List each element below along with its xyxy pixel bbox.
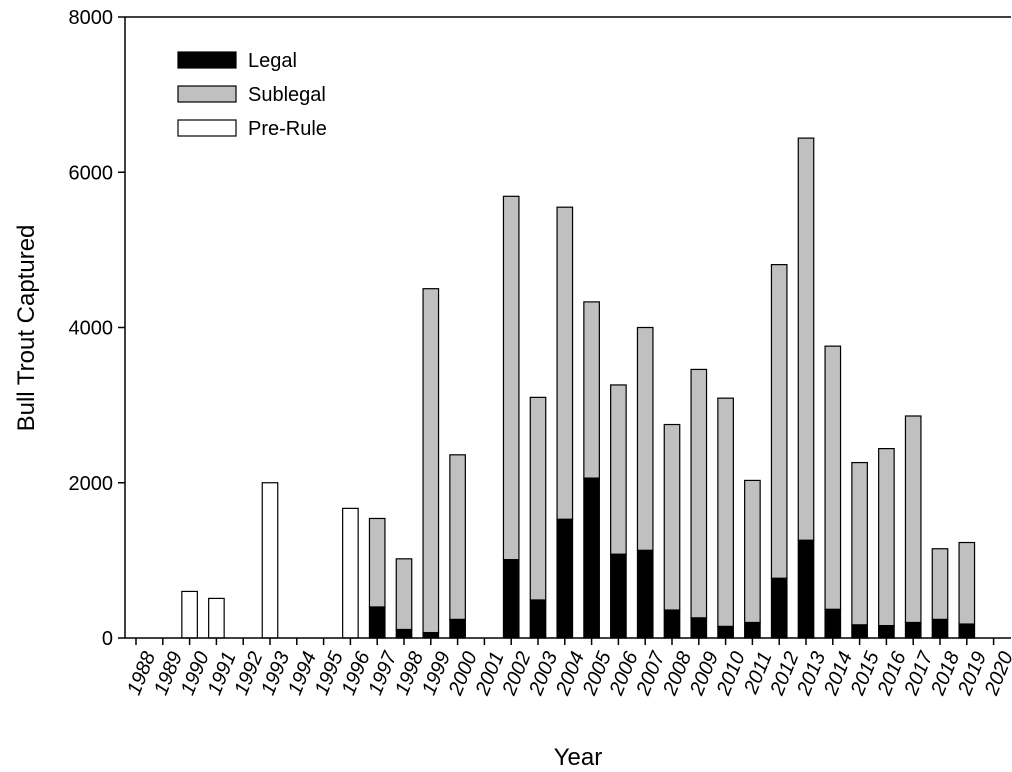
x-axis-ticks: 1988198919901991199219931994199519961997… — [123, 638, 1012, 699]
legend-label-pre-rule: Pre-Rule — [248, 118, 327, 140]
bar-pre-rule-1990 — [181, 590, 198, 639]
y-axis-title: Bull Trout Captured — [13, 225, 40, 432]
legend-label-legal: Legal — [248, 50, 297, 72]
bar-legal-2014 — [824, 608, 842, 639]
bar-legal-2010 — [717, 625, 734, 639]
bar-legal-2002 — [502, 558, 520, 639]
bar-legal-2004 — [556, 518, 574, 639]
bar-legal-2006 — [610, 553, 627, 639]
bar-legal-2008 — [663, 609, 681, 639]
bar-legal-2007 — [636, 549, 654, 639]
bar-sublegal-2012 — [770, 264, 788, 579]
y-tick-label: 8000 — [69, 7, 114, 29]
y-tick-label: 6000 — [69, 162, 114, 184]
bar-legal-2000 — [449, 618, 466, 639]
bar-legal-2013 — [797, 539, 815, 639]
bar-sublegal-2018 — [931, 548, 949, 620]
bar-sublegal-2017 — [904, 415, 922, 624]
legend-swatch-legal — [177, 51, 237, 69]
bar-legal-2016 — [878, 624, 895, 639]
bar-legal-2011 — [744, 621, 761, 639]
legend-swatch-pre-rule — [177, 119, 237, 137]
bar-sublegal-2005 — [583, 301, 600, 479]
bar-legal-2005 — [583, 477, 600, 639]
y-tick-label: 2000 — [69, 473, 114, 495]
bar-sublegal-2016 — [878, 448, 895, 627]
bar-sublegal-1998 — [395, 558, 413, 631]
bar-sublegal-2019 — [958, 541, 976, 625]
legend: Legal Sublegal Pre-Rule — [177, 50, 327, 140]
bar-sublegal-2004 — [556, 206, 574, 520]
bar-sublegal-2010 — [717, 397, 734, 627]
bar-legal-2009 — [690, 617, 708, 639]
bar-sublegal-2011 — [744, 479, 761, 624]
bar-legal-1998 — [395, 628, 413, 639]
y-tick-label: 4000 — [69, 318, 114, 340]
bar-legal-1997 — [368, 606, 386, 639]
bar-sublegal-2007 — [636, 326, 654, 551]
y-axis-ticks: 0 2000 4000 6000 8000 — [69, 7, 125, 650]
bar-sublegal-2008 — [663, 423, 681, 611]
bar-sublegal-2003 — [529, 396, 547, 601]
bar-sublegal-1997 — [368, 517, 386, 608]
y-tick-label: 0 — [102, 628, 113, 650]
bar-legal-2012 — [770, 577, 788, 639]
bar-series — [181, 137, 976, 639]
bar-sublegal-2013 — [797, 137, 815, 541]
legend-swatch-sublegal — [177, 85, 237, 103]
legend-label-sublegal: Sublegal — [248, 84, 326, 106]
plot-frame — [124, 16, 1011, 639]
bar-pre-rule-1991 — [208, 597, 225, 639]
bar-legal-1999 — [422, 631, 440, 639]
bar-sublegal-2002 — [502, 195, 520, 561]
bar-sublegal-2006 — [610, 384, 627, 555]
bar-sublegal-2015 — [851, 461, 868, 626]
bar-pre-rule-1993 — [261, 482, 279, 639]
bar-legal-2019 — [958, 623, 976, 639]
bar-legal-2015 — [851, 624, 868, 639]
bar-sublegal-1999 — [422, 288, 440, 634]
bar-sublegal-2000 — [449, 454, 466, 620]
bar-legal-2018 — [931, 618, 949, 639]
bar-sublegal-2014 — [824, 345, 842, 610]
bar-pre-rule-1996 — [342, 507, 359, 639]
bar-legal-2003 — [529, 599, 547, 639]
bar-legal-2017 — [904, 621, 922, 639]
x-axis-title: Year — [554, 744, 603, 771]
bar-sublegal-2009 — [690, 368, 708, 619]
